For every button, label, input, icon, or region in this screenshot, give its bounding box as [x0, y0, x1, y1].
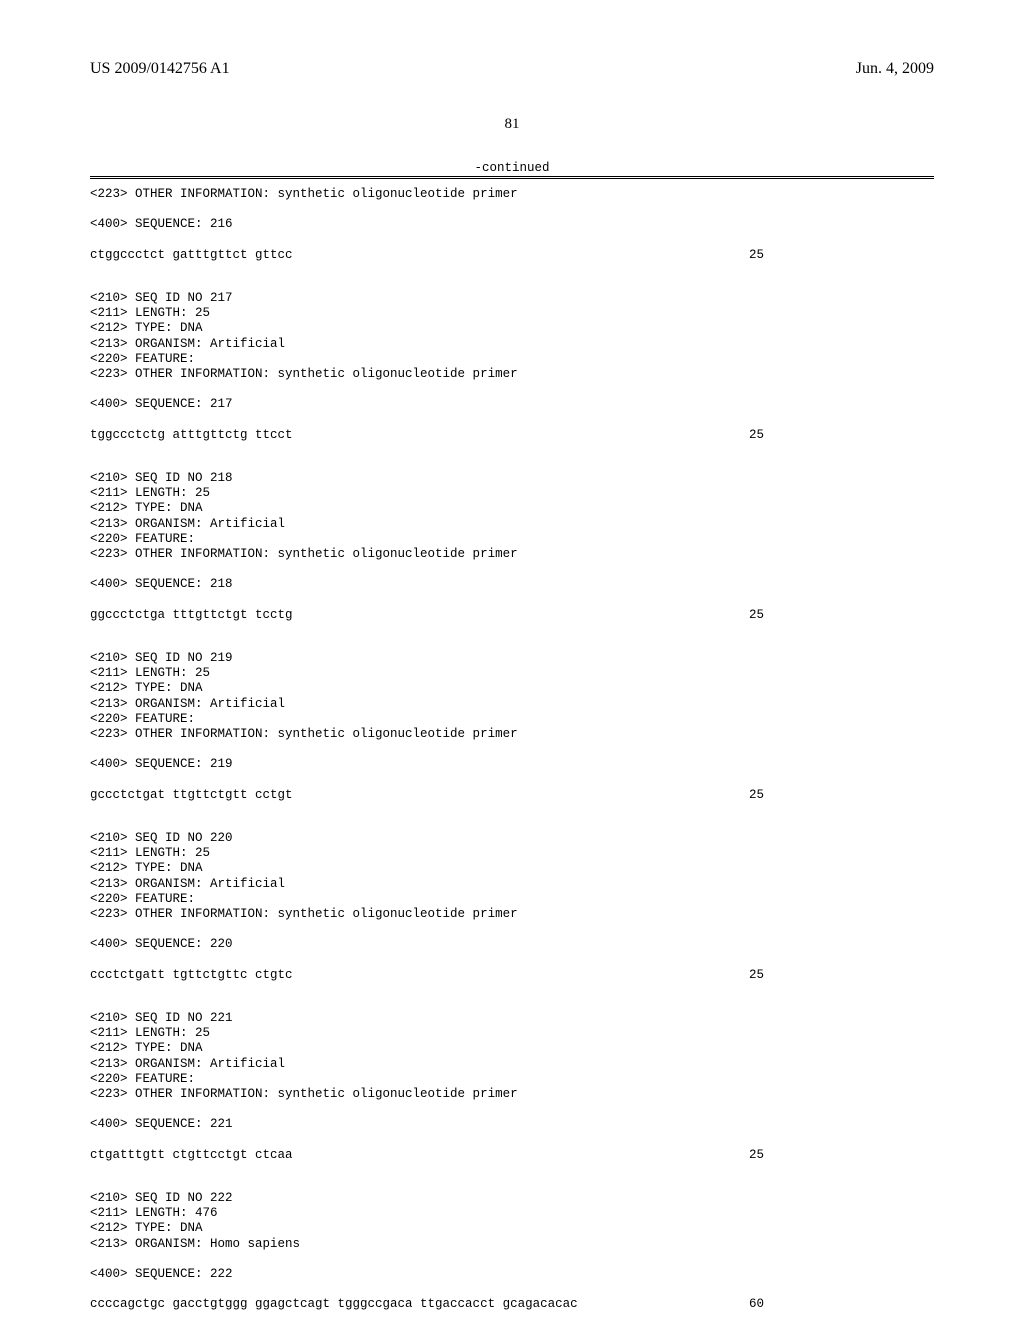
seq-label: <400> SEQUENCE: 217: [90, 397, 934, 412]
continued-label: -continued: [90, 161, 934, 175]
seq-data-row: ctggccctct gatttgttct gttcc 25: [90, 248, 934, 263]
seq-position: 60: [749, 1297, 934, 1312]
seq-position: 25: [749, 428, 934, 443]
seq-info-line: <210> SEQ ID NO 220: [90, 831, 934, 846]
seq-info-line: <212> TYPE: DNA: [90, 501, 934, 516]
seq-info-line: <213> ORGANISM: Artificial: [90, 337, 934, 352]
seq-info-line: <210> SEQ ID NO 222: [90, 1191, 934, 1206]
seq-text: ctgatttgtt ctgttcctgt ctcaa: [90, 1148, 293, 1163]
seq-info-line: <223> OTHER INFORMATION: synthetic oligo…: [90, 727, 934, 742]
seq-info-line: <213> ORGANISM: Artificial: [90, 877, 934, 892]
seq-info-line: <220> FEATURE:: [90, 712, 934, 727]
seq-data-row: ggccctctga tttgttctgt tcctg 25: [90, 608, 934, 623]
seq-info-line: <220> FEATURE:: [90, 352, 934, 367]
seq-position: 25: [749, 1148, 934, 1163]
seq-info-line: <223> OTHER INFORMATION: synthetic oligo…: [90, 367, 934, 382]
seq-info-line: <210> SEQ ID NO 219: [90, 651, 934, 666]
seq-label: <400> SEQUENCE: 218: [90, 577, 934, 592]
seq-info-line: <211> LENGTH: 476: [90, 1206, 934, 1221]
seq-text: ccctctgatt tgttctgttc ctgtc: [90, 968, 293, 983]
seq-info-line: <211> LENGTH: 25: [90, 846, 934, 861]
header-publication-number: US 2009/0142756 A1: [90, 60, 230, 78]
seq-info-line: <223> OTHER INFORMATION: synthetic oligo…: [90, 907, 934, 922]
seq-label: <400> SEQUENCE: 219: [90, 757, 934, 772]
seq-text: ctggccctct gatttgttct gttcc: [90, 248, 293, 263]
seq-label: <400> SEQUENCE: 220: [90, 937, 934, 952]
seq-text: ggccctctga tttgttctgt tcctg: [90, 608, 293, 623]
seq-info-line: <213> ORGANISM: Artificial: [90, 697, 934, 712]
seq-info-line: <210> SEQ ID NO 217: [90, 291, 934, 306]
seq-label: <400> SEQUENCE: 221: [90, 1117, 934, 1132]
seq-info-line: <223> OTHER INFORMATION: synthetic oligo…: [90, 1087, 934, 1102]
seq-info-line: <211> LENGTH: 25: [90, 486, 934, 501]
seq-info-line: <220> FEATURE:: [90, 1072, 934, 1087]
seq-info-line: <220> FEATURE:: [90, 892, 934, 907]
seq-data-row: ccccagctgc gacctgtggg ggagctcagt tgggccg…: [90, 1297, 934, 1312]
seq-info-line: <223> OTHER INFORMATION: synthetic oligo…: [90, 547, 934, 562]
seq-position: 25: [749, 248, 934, 263]
seq-info-line: <210> SEQ ID NO 218: [90, 471, 934, 486]
divider-line: [90, 176, 934, 179]
seq-position: 25: [749, 788, 934, 803]
seq-label: <400> SEQUENCE: 222: [90, 1267, 934, 1282]
seq-info-line: <211> LENGTH: 25: [90, 1026, 934, 1041]
seq-info-line: <211> LENGTH: 25: [90, 306, 934, 321]
seq-info-line: <212> TYPE: DNA: [90, 321, 934, 336]
seq-info-line: <212> TYPE: DNA: [90, 1221, 934, 1236]
header-date: Jun. 4, 2009: [856, 60, 934, 78]
seq-text: tggccctctg atttgttctg ttcct: [90, 428, 293, 443]
seq-info-line: <213> ORGANISM: Artificial: [90, 1057, 934, 1072]
seq-info-line: <212> TYPE: DNA: [90, 861, 934, 876]
seq-info-line: <210> SEQ ID NO 221: [90, 1011, 934, 1026]
seq-position: 25: [749, 608, 934, 623]
seq-info-line: <211> LENGTH: 25: [90, 666, 934, 681]
page-container: US 2009/0142756 A1 Jun. 4, 2009 81 -cont…: [0, 0, 1024, 1320]
seq-data-row: gccctctgat ttgttctgtt cctgt 25: [90, 788, 934, 803]
seq-label: <400> SEQUENCE: 216: [90, 217, 934, 232]
seq-info-line: <213> ORGANISM: Artificial: [90, 517, 934, 532]
seq-info-line: <212> TYPE: DNA: [90, 1041, 934, 1056]
seq-data-row: ccctctgatt tgttctgttc ctgtc 25: [90, 968, 934, 983]
page-header: US 2009/0142756 A1 Jun. 4, 2009: [90, 60, 934, 78]
seq-info-line: <223> OTHER INFORMATION: synthetic oligo…: [90, 187, 934, 202]
seq-info-line: <220> FEATURE:: [90, 532, 934, 547]
seq-info-line: <213> ORGANISM: Homo sapiens: [90, 1237, 934, 1252]
seq-position: 25: [749, 968, 934, 983]
seq-text: gccctctgat ttgttctgtt cctgt: [90, 788, 293, 803]
seq-text: ccccagctgc gacctgtggg ggagctcagt tgggccg…: [90, 1297, 578, 1312]
seq-info-line: <212> TYPE: DNA: [90, 681, 934, 696]
page-number: 81: [90, 116, 934, 133]
seq-data-row: tggccctctg atttgttctg ttcct 25: [90, 428, 934, 443]
seq-data-row: ctgatttgtt ctgttcctgt ctcaa 25: [90, 1148, 934, 1163]
